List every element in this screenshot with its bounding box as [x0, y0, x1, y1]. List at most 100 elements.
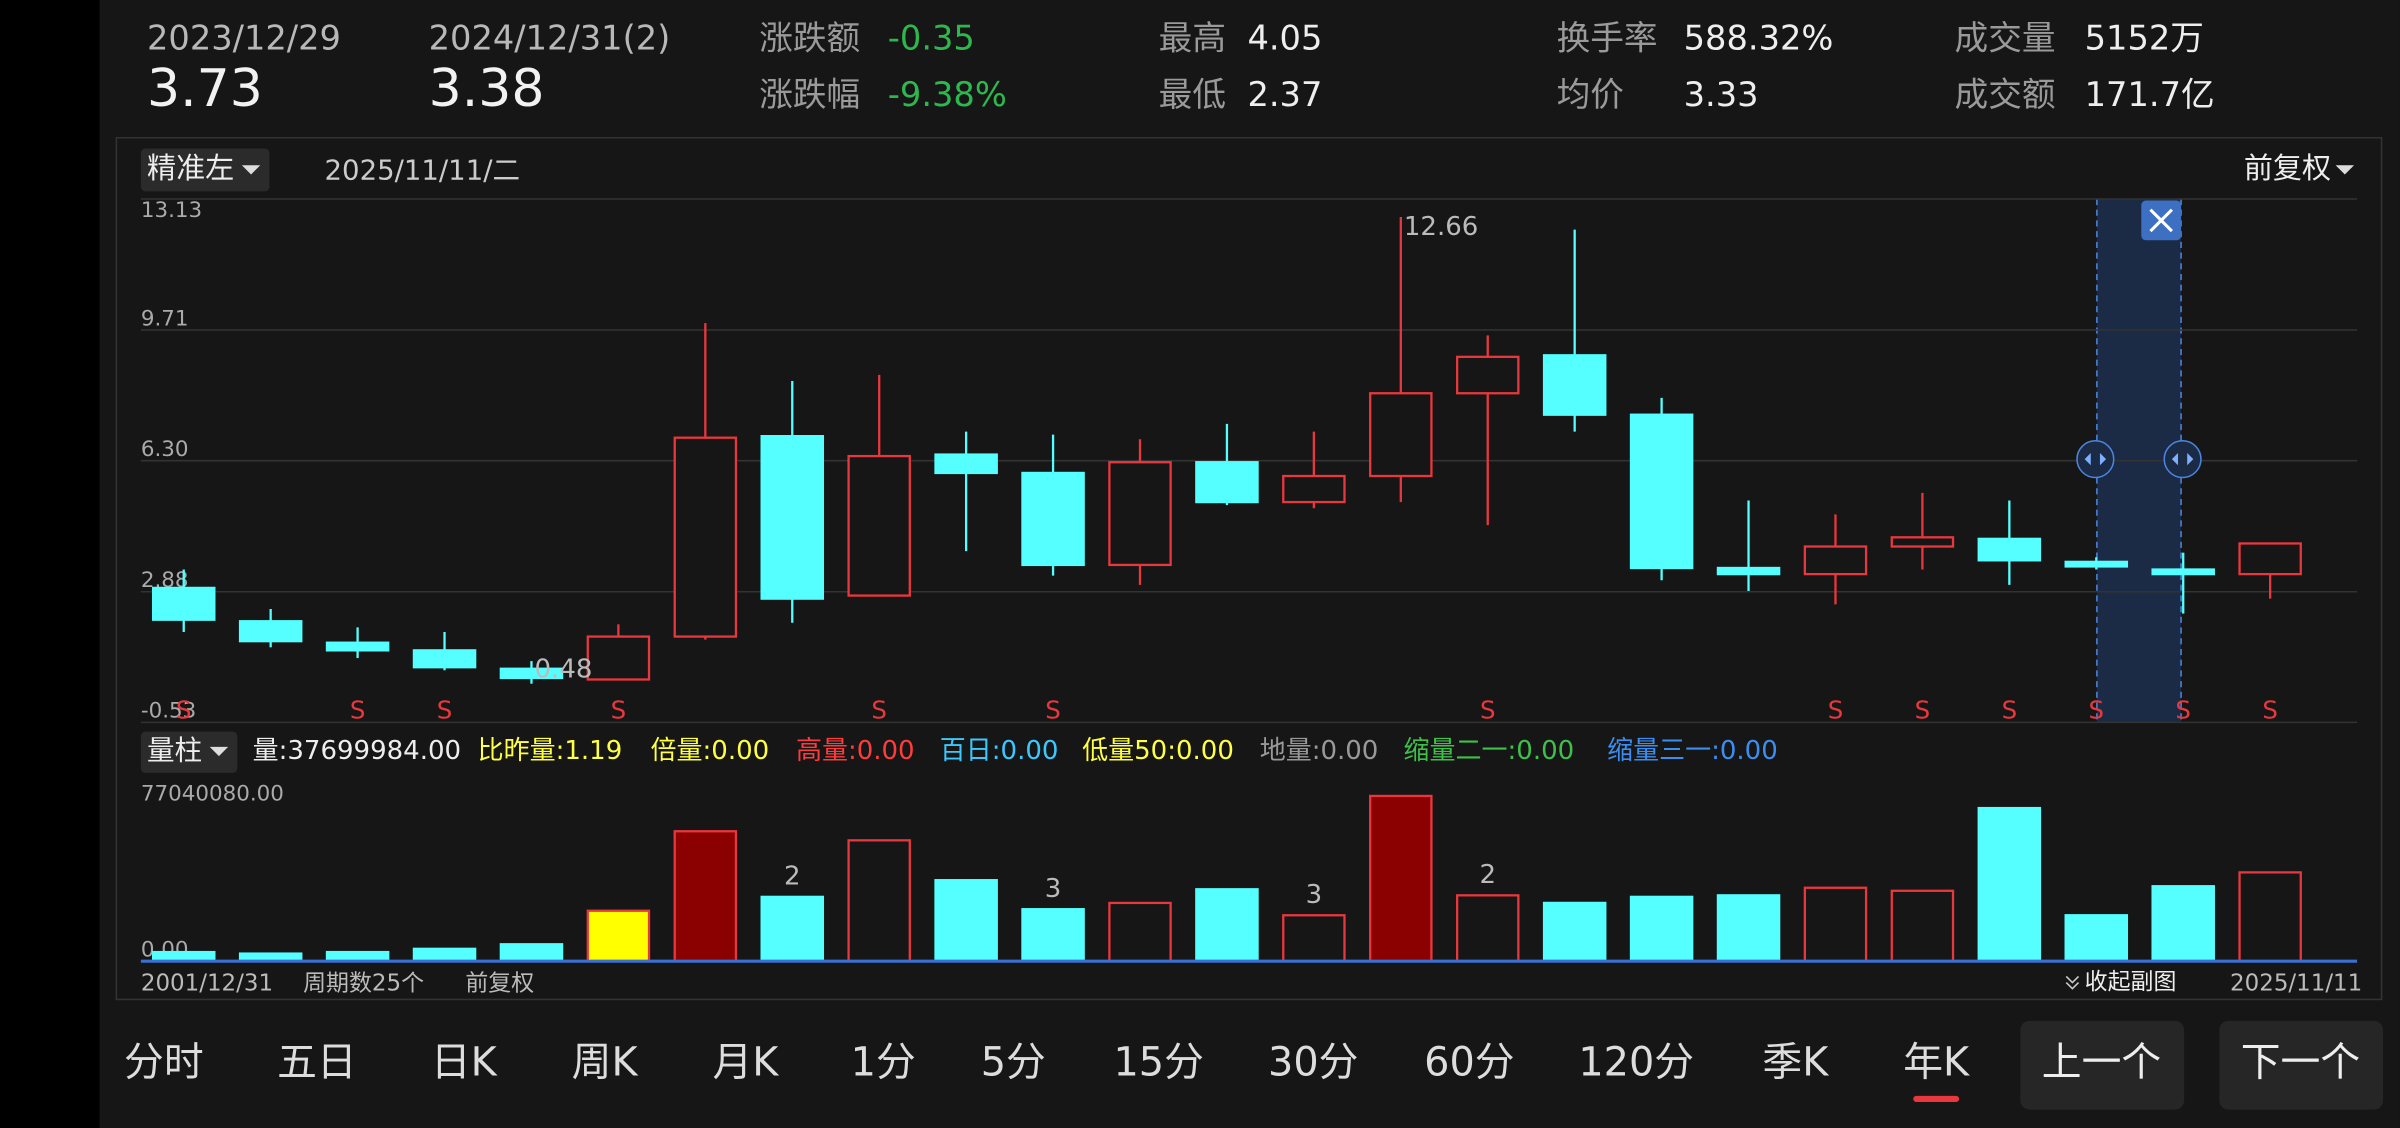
tab-indicator	[1913, 1095, 1960, 1102]
indicator-name[interactable]: 量柱	[147, 734, 202, 766]
footer-periods: 周期数25个	[303, 971, 424, 997]
footer: 2001/12/31 周期数25个 前复权 收起副图 2025/11/11	[141, 969, 2362, 997]
mode-dropdown[interactable]	[140, 148, 270, 192]
mode-label[interactable]: 精准左	[147, 151, 234, 185]
dropdown-arrow	[209, 746, 229, 757]
header: 2023/12/29 3.73 2024/12/31(2) 3.38	[147, 18, 670, 119]
volume-bar	[1977, 806, 2042, 963]
end-date: 2024/12/31(2)	[429, 18, 671, 57]
signal: S	[1045, 696, 1061, 725]
collapse-icon	[2065, 975, 2080, 990]
signal: S	[2262, 696, 2278, 725]
candle-body	[1195, 461, 1259, 504]
candle-body	[2064, 560, 2129, 568]
indicator-item: 缩量二一:0.00	[1404, 736, 1575, 766]
indicator-item: 百日:0.00	[940, 736, 1059, 766]
period-tab[interactable]: 5分	[981, 1040, 1046, 1086]
field-label: 涨跌额	[759, 18, 860, 57]
volume-bar	[2064, 914, 2129, 963]
period-tab[interactable]: 分时	[124, 1040, 204, 1086]
chart-date: 2025/11/11/二	[325, 154, 521, 186]
indicator-dropdown[interactable]	[140, 731, 238, 773]
volume-bar	[1542, 901, 1607, 963]
period-tab[interactable]: 周K	[572, 1040, 639, 1086]
volume-bar	[1629, 895, 1694, 963]
volume-label: 2	[1479, 860, 1496, 890]
y-tick-label: -0.53	[141, 699, 196, 724]
end-price: 3.38	[429, 59, 545, 119]
candle-body	[1369, 392, 1433, 478]
signal: S	[1915, 696, 1931, 725]
candle-body	[586, 635, 651, 681]
volume-bar	[1195, 888, 1259, 963]
candle-body	[412, 649, 477, 669]
signal: S	[611, 696, 627, 725]
footer-adjust: 前复权	[465, 971, 534, 997]
field-value: 5152万	[2085, 18, 2204, 57]
selection-handle[interactable]	[2076, 440, 2115, 479]
volume-bar	[1021, 908, 1085, 963]
selection-handle[interactable]	[2163, 440, 2202, 479]
signal: S	[350, 696, 366, 725]
period-tab[interactable]: 120分	[1578, 1040, 1694, 1086]
volume-bar	[934, 879, 998, 963]
field-label: 均价	[1557, 75, 1624, 114]
signal: S	[1828, 696, 1844, 725]
chart-frame	[115, 136, 2383, 1001]
period-tab[interactable]: 年K	[1903, 1040, 1970, 1086]
period-tab[interactable]: 15分	[1113, 1040, 1203, 1086]
volume-bar	[2151, 885, 2215, 963]
nav-button-label[interactable]: 上一个	[2042, 1040, 2161, 1086]
indicator-item: 低量50:0.00	[1082, 736, 1234, 766]
volume-bar	[586, 909, 651, 963]
field-label: 最高	[1159, 18, 1226, 57]
field-value: 2.37	[1247, 75, 1322, 114]
adjust-label[interactable]: 前复权	[2244, 151, 2331, 185]
candle-body	[760, 435, 825, 600]
dropdown-arrow	[2335, 165, 2355, 175]
indicator-item: 倍量:0.00	[651, 736, 770, 766]
period-tab[interactable]: 五日	[277, 1040, 357, 1086]
collapse-button[interactable]: 收起副图	[2085, 969, 2177, 995]
candle-body	[934, 453, 998, 475]
field-value: -0.35	[888, 18, 975, 57]
signal: S	[2175, 696, 2191, 725]
y-tick-label: 13.13	[141, 198, 202, 223]
volume-bar	[760, 895, 825, 963]
candle-body	[1455, 355, 1520, 395]
volume-bar	[673, 830, 738, 963]
nav-button[interactable]	[2219, 1020, 2384, 1110]
period-tab[interactable]: 30分	[1268, 1040, 1358, 1086]
signal: S	[2002, 696, 2018, 725]
period-tab[interactable]: 日K	[431, 1040, 498, 1086]
period-tab[interactable]: 季K	[1762, 1040, 1829, 1086]
field-label: 成交量	[1955, 18, 2056, 57]
volume-tick-label: 77040080.00	[141, 781, 284, 806]
price-annotation: 0.48	[535, 654, 593, 684]
candle-body	[2238, 542, 2302, 576]
y-tick-label: 9.71	[141, 306, 189, 331]
period-tab[interactable]: 1分	[851, 1040, 916, 1086]
nav-button-label[interactable]: 下一个	[2241, 1040, 2360, 1086]
close-icon	[2149, 208, 2173, 233]
field-label: 换手率	[1557, 18, 1658, 57]
period-tab[interactable]: 月K	[712, 1040, 779, 1086]
nav-button[interactable]	[2020, 1020, 2185, 1110]
candle-body	[1803, 545, 1868, 576]
candle-body	[2151, 568, 2215, 576]
volume-bar	[1716, 894, 1781, 963]
period-tab[interactable]: 60分	[1424, 1040, 1514, 1086]
candle-body	[1890, 536, 1955, 548]
volume-bar	[412, 947, 477, 963]
volume-bar	[1369, 794, 1433, 963]
indicator-item: 量:37699984.00	[253, 736, 461, 766]
candle-body	[847, 454, 911, 597]
volume-bar	[499, 943, 564, 963]
footer-end: 2025/11/11	[2230, 971, 2362, 997]
field-label: 最低	[1159, 75, 1226, 114]
candle-body	[1977, 537, 2042, 562]
indicator-item: 地量:0.00	[1260, 736, 1379, 766]
indicator-item: 缩量三一:0.00	[1607, 736, 1778, 766]
